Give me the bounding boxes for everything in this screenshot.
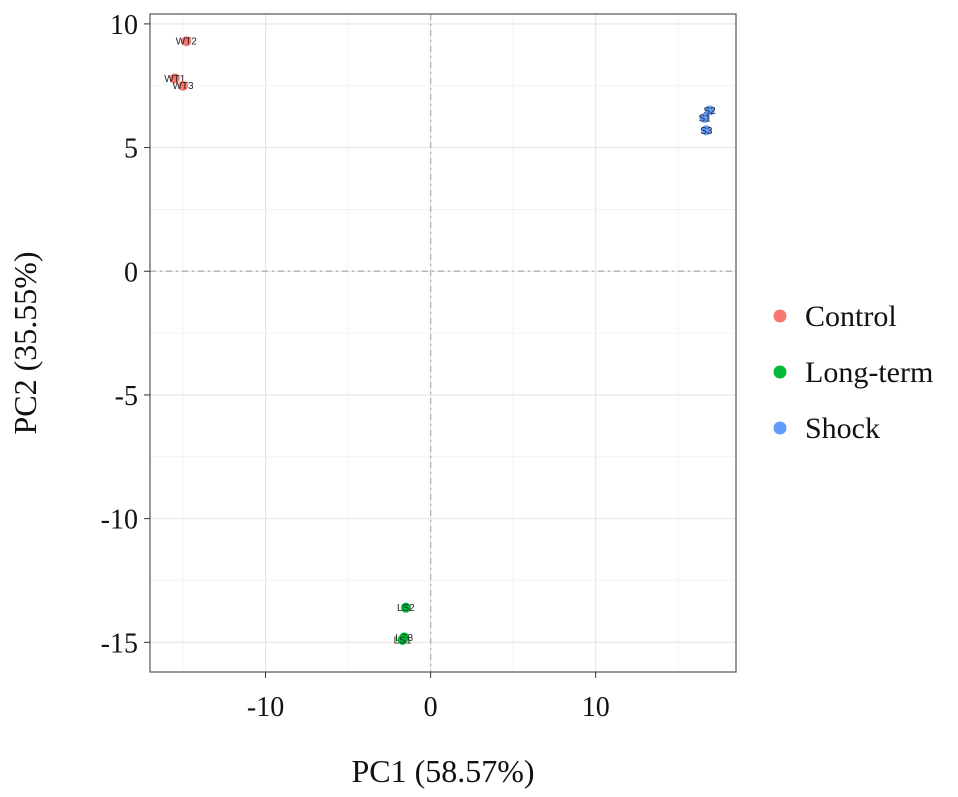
reference-lines [150, 14, 736, 672]
data-point [397, 634, 408, 645]
data-point [178, 80, 189, 91]
data-point-label: S3 [700, 126, 713, 137]
data-point [181, 36, 192, 47]
y-tick-label: -5 [115, 381, 138, 412]
legend-key [773, 365, 787, 379]
data-point-label: S1 [699, 113, 712, 124]
axis-ticks: -10 0 10 10 5 0 -5 -10 -15 [101, 10, 610, 723]
x-tick-label: 10 [582, 692, 610, 723]
legend-key [773, 421, 787, 435]
data-point [400, 602, 411, 613]
y-axis-title: PC2 (35.55%) [7, 251, 43, 434]
legend-label: Shock [805, 412, 880, 445]
x-axis-title: PC1 (58.57%) [351, 753, 534, 789]
y-tick-label: -15 [101, 628, 138, 659]
data-point [704, 105, 715, 116]
grid [150, 14, 736, 672]
plot-frame [149, 13, 737, 673]
legend: Control Long-term Shock [773, 300, 933, 445]
legend-label: Long-term [805, 356, 933, 389]
data-point-label: LS1 [394, 635, 412, 646]
data-point-label: WT1 [164, 74, 186, 85]
data-point-label: LS2 [397, 603, 415, 614]
data-point [701, 125, 712, 136]
data-point-label: WT3 [172, 81, 194, 92]
legend-key [773, 309, 787, 323]
data-points: WT2WT1WT3LS2LS3LS1S2S1S3 [164, 36, 716, 646]
y-tick-label: -10 [101, 505, 138, 536]
data-point-label: S2 [703, 106, 716, 117]
y-tick-label: 0 [124, 257, 138, 288]
y-tick-label: 5 [124, 134, 138, 165]
data-point-label: WT2 [176, 37, 198, 48]
x-tick-label: -10 [247, 692, 284, 723]
x-tick-label: 0 [424, 692, 438, 723]
legend-label: Control [805, 300, 897, 333]
data-point [699, 112, 710, 123]
data-point [169, 73, 180, 84]
y-tick-label: 10 [110, 10, 138, 41]
